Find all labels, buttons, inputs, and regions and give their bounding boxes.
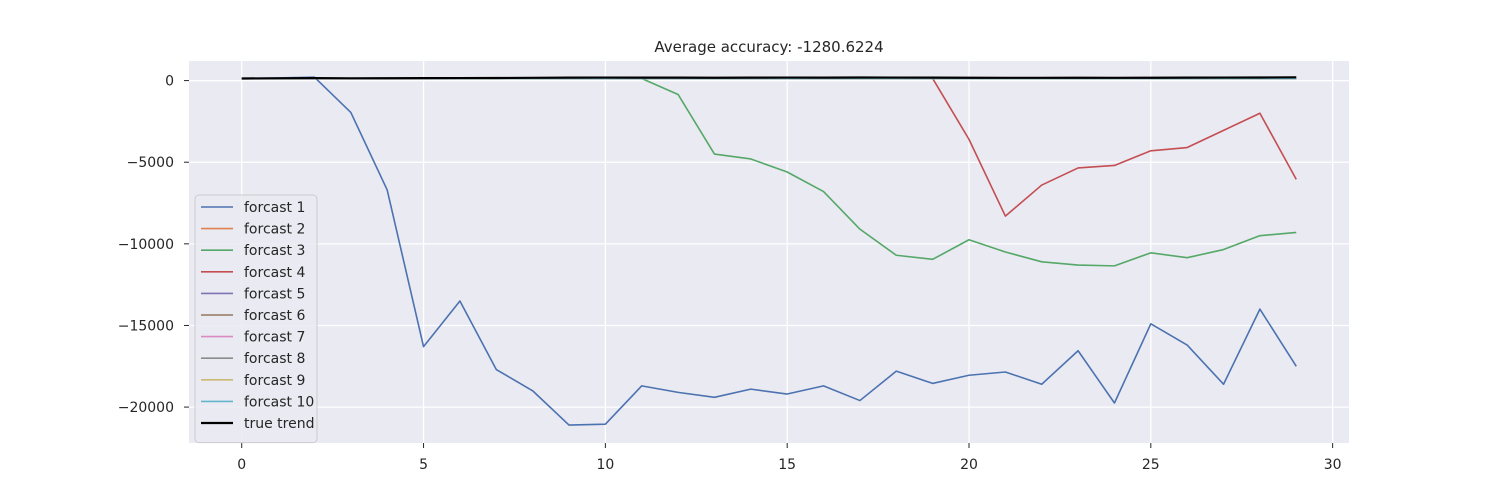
legend-label-forcast-6: forcast 6 bbox=[244, 308, 305, 324]
forcast-1-line bbox=[241, 76, 1297, 426]
legend-label-forcast-7: forcast 7 bbox=[244, 330, 305, 346]
legend: forcast 1 forcast 2 forcast 3 forcast 4 forc… bbox=[194, 194, 318, 444]
legend-label-forcast-4: forcast 4 bbox=[244, 265, 305, 281]
legend-label-true-trend: true trend bbox=[244, 416, 315, 432]
legend-label-forcast-8: forcast 8 bbox=[244, 351, 305, 367]
y-tick-label: −15000 bbox=[118, 318, 174, 334]
x-tick-label: 15 bbox=[778, 457, 796, 473]
legend-label-forcast-9: forcast 9 bbox=[244, 373, 305, 389]
legend-label-forcast-1: forcast 1 bbox=[244, 200, 305, 216]
x-tick-label: 5 bbox=[419, 457, 428, 473]
x-tick-label: 30 bbox=[1324, 457, 1342, 473]
grid-lines bbox=[189, 61, 1349, 443]
x-tick-label: 25 bbox=[1142, 457, 1160, 473]
legend-label-forcast-10: forcast 10 bbox=[244, 394, 314, 410]
y-tick-label: 0 bbox=[165, 74, 174, 90]
x-tick-label: 10 bbox=[596, 457, 614, 473]
x-tick-label: 0 bbox=[237, 457, 246, 473]
y-axis-ticks: 0 −5000 −10000 −15000 −20000 bbox=[118, 74, 189, 416]
series-lines bbox=[241, 76, 1297, 426]
plot-area bbox=[189, 61, 1349, 443]
x-axis-ticks: 0 5 10 15 20 25 30 bbox=[237, 443, 1342, 473]
legend-label-forcast-3: forcast 3 bbox=[244, 243, 305, 259]
chart-title: Average accuracy: -1280.6224 bbox=[654, 38, 883, 56]
y-tick-label: −20000 bbox=[118, 400, 174, 416]
y-tick-label: −10000 bbox=[118, 237, 174, 253]
y-tick-label: −5000 bbox=[127, 155, 174, 171]
legend-label-forcast-2: forcast 2 bbox=[244, 222, 305, 238]
true-trend-line bbox=[241, 76, 1297, 80]
x-tick-label: 20 bbox=[960, 457, 978, 473]
legend-label-forcast-5: forcast 5 bbox=[244, 286, 305, 302]
legend-box bbox=[194, 194, 318, 444]
